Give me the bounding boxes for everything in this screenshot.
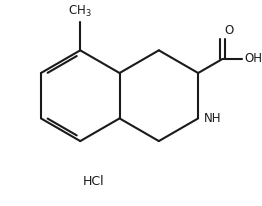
Text: O: O — [224, 24, 233, 37]
Text: OH: OH — [244, 53, 262, 66]
Text: CH$_3$: CH$_3$ — [68, 4, 92, 20]
Text: HCl: HCl — [83, 176, 105, 188]
Text: NH: NH — [204, 112, 221, 125]
